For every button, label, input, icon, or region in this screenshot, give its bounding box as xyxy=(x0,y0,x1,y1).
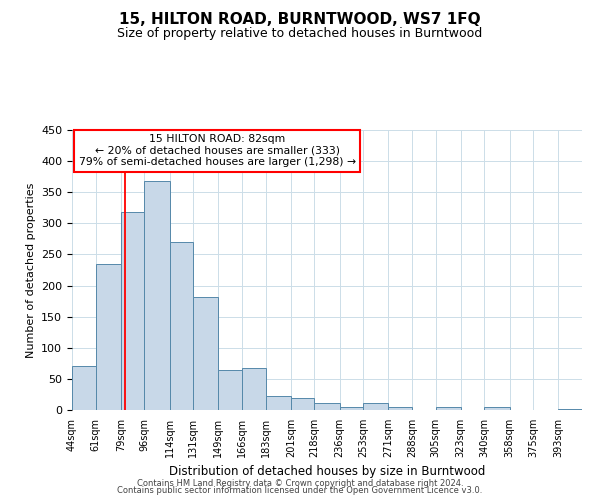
Bar xyxy=(72,366,95,410)
Bar xyxy=(388,407,412,410)
Bar xyxy=(266,396,291,410)
Bar xyxy=(193,297,218,410)
Text: Contains HM Land Registry data © Crown copyright and database right 2024.: Contains HM Land Registry data © Crown c… xyxy=(137,478,463,488)
Bar xyxy=(145,181,170,410)
Text: 15, HILTON ROAD, BURNTWOOD, WS7 1FQ: 15, HILTON ROAD, BURNTWOOD, WS7 1FQ xyxy=(119,12,481,28)
Bar xyxy=(363,402,388,410)
Bar xyxy=(436,407,461,410)
Text: Size of property relative to detached houses in Burntwood: Size of property relative to detached ho… xyxy=(118,28,482,40)
Bar xyxy=(95,264,121,410)
Bar xyxy=(559,409,582,410)
Y-axis label: Number of detached properties: Number of detached properties xyxy=(26,182,35,358)
Bar xyxy=(121,212,145,410)
Bar xyxy=(170,242,193,410)
Bar xyxy=(291,398,314,410)
Text: 15 HILTON ROAD: 82sqm
← 20% of detached houses are smaller (333)
79% of semi-det: 15 HILTON ROAD: 82sqm ← 20% of detached … xyxy=(79,134,356,168)
Bar xyxy=(340,407,363,410)
Bar xyxy=(218,370,242,410)
Bar xyxy=(314,402,340,410)
X-axis label: Distribution of detached houses by size in Burntwood: Distribution of detached houses by size … xyxy=(169,466,485,478)
Bar xyxy=(484,407,509,410)
Text: Contains public sector information licensed under the Open Government Licence v3: Contains public sector information licen… xyxy=(118,486,482,495)
Bar xyxy=(242,368,266,410)
